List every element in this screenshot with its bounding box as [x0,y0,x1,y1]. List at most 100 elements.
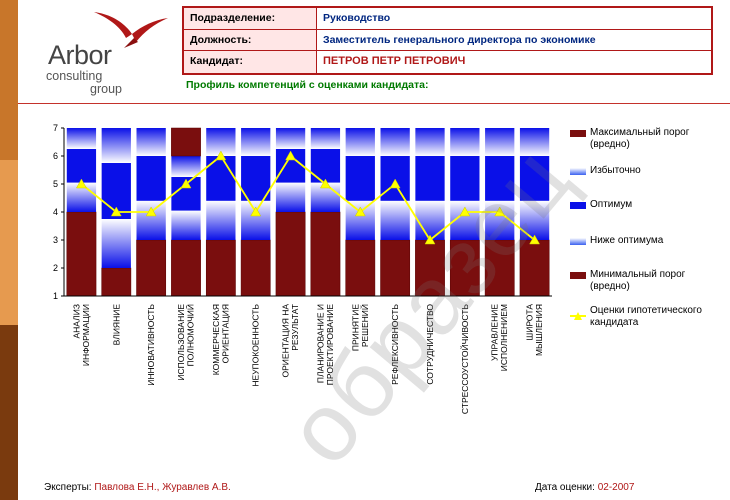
bar-min-threshold [415,239,445,297]
y-tick-label: 2 [53,263,58,273]
candidate-point [389,178,401,189]
chart-subtitle: Профиль компетенций с оценками кандидата… [186,79,429,91]
candidate-point [180,178,192,189]
y-tick-label: 4 [53,207,58,217]
y-tick-label: 3 [53,235,58,245]
legend-swatch [570,202,586,209]
info-row-position: Должность: Заместитель генерального дире… [184,29,711,51]
x-tick-label: ПЛАНИРОВАНИЕ ИПРОЕКТИРОВАНИЕ [315,304,335,386]
bar-below-optimum [380,200,410,240]
legend-label: Минимальный порог (вредно) [590,269,686,292]
info-row-candidate: Кандидат: ПЕТРОВ ПЕТР ПЕТРОВИЧ [184,51,711,73]
bar-min-threshold [484,239,515,297]
legend-label: Оценки гипотетического кандидата [590,305,702,328]
bar-excessive [66,128,97,149]
bar-optimum [519,156,550,201]
bar-min-threshold [345,239,376,297]
bar-excessive [136,128,166,156]
bar-max-threshold [171,127,201,157]
y-tick-label: 1 [53,291,58,301]
candidate-point [110,206,122,217]
logo-brand-text: Arbor [48,40,112,70]
bar-below-optimum [101,219,131,268]
bar-optimum [241,156,271,201]
bar-min-threshold [449,239,480,297]
candidate-point [215,150,227,161]
x-tick-label: СОТРУДНИЧЕСТВО [425,304,435,385]
x-tick-label: АНАЛИЗИНФОРМАЦИИ [71,304,91,366]
legend-item: Ниже оптимума [570,235,715,247]
bar-min-threshold [380,239,411,297]
bar-below-optimum [519,200,550,240]
logo-line-3: group [90,82,122,96]
bar-min-threshold [66,211,97,297]
x-tick-label: ОРИЕНТАЦИЯ НАРЕЗУЛЬТАТ [281,304,301,378]
info-label: Должность: [184,29,317,50]
legend-item: Максимальный порог (вредно) [570,127,715,151]
x-tick-label: СТРЕССОУСТОЙЧИВОСТЬ [459,304,470,415]
candidate-point [250,206,262,217]
experts-value: Павлова Е.Н., Журавлев А.В. [94,482,231,493]
bar-optimum [380,156,410,201]
company-logo: Arbor consulting group [40,8,170,96]
candidate-info-table: Подразделение: Руководство Должность: За… [182,6,713,75]
bar-optimum [485,156,515,201]
date-value: 02-2007 [597,482,635,493]
candidate-point [320,178,331,189]
bar-excessive [450,128,480,156]
bar-min-threshold [519,239,550,297]
bar-min-threshold [310,211,341,297]
x-tick-label: ШИРОТАМЫШЛЕНИЯ [525,304,545,356]
y-tick-label: 7 [53,123,58,133]
legend-item: Оценки гипотетического кандидата [570,305,715,329]
logo-line-2: consulting [46,69,103,83]
info-row-department: Подразделение: Руководство [184,8,711,30]
candidate-point [494,206,506,217]
candidate-point [145,206,157,217]
bar-min-threshold [136,239,167,297]
legend-label: Избыточно [590,165,641,176]
experts-footer: Эксперты: Павлова Е.Н., Журавлев А.В. [44,482,231,493]
x-tick-label: НЕУПОКОЕННОСТЬ [251,304,261,387]
candidate-point [424,234,436,245]
bar-excessive [380,128,410,156]
legend-swatch [570,238,586,245]
candidate-point [459,206,471,217]
bar-optimum [136,156,166,201]
bar-optimum [415,156,445,201]
bar-excessive [275,128,306,149]
candidate-point [354,206,366,217]
y-tick-label: 6 [53,151,58,161]
candidate-point [76,178,87,189]
info-value: Руководство [317,8,711,29]
legend-item: Минимальный порог (вредно) [570,269,715,293]
info-value: Заместитель генерального директора по эк… [317,29,711,50]
legend-label: Ниже оптимума [590,235,664,246]
bar-excessive [415,128,445,156]
legend-swatch [570,272,586,279]
bar-optimum [345,156,375,201]
competency-profile-chart: АНАЛИЗИНФОРМАЦИИ ВЛИЯНИЕ ИННОВАТИВНОСТЬ ИСП… [53,123,552,415]
bar-min-threshold [101,267,132,297]
x-tick-label: ИННОВАТИВНОСТЬ [146,304,156,386]
bar-optimum [66,149,97,183]
bar-min-threshold [275,211,306,297]
bar-excessive [310,128,341,149]
bar-below-optimum [206,200,236,240]
info-value: ПЕТРОВ ПЕТР ПЕТРОВИЧ [317,51,711,73]
x-tick-label: ИСПОЛЬЗОВАНИЕПОЛНОМОЧИЙ [176,304,196,381]
bar-min-threshold [205,239,236,297]
bar-min-threshold [240,239,271,297]
bar-optimum [310,149,341,183]
legend-label: Максимальный порог (вредно) [590,127,690,150]
header-divider [18,103,730,104]
x-tick-label: КОММЕРЧЕСКАЯОРИЕНТАЦИЯ [211,304,231,375]
experts-label: Эксперты: [44,482,92,493]
bar-optimum [450,156,480,201]
legend-item: Избыточно [570,165,715,177]
legend-swatch [570,130,586,137]
bar-below-optimum [171,210,201,240]
bar-below-optimum [415,200,445,240]
info-label: Кандидат: [184,51,317,73]
info-label: Подразделение: [184,8,317,29]
